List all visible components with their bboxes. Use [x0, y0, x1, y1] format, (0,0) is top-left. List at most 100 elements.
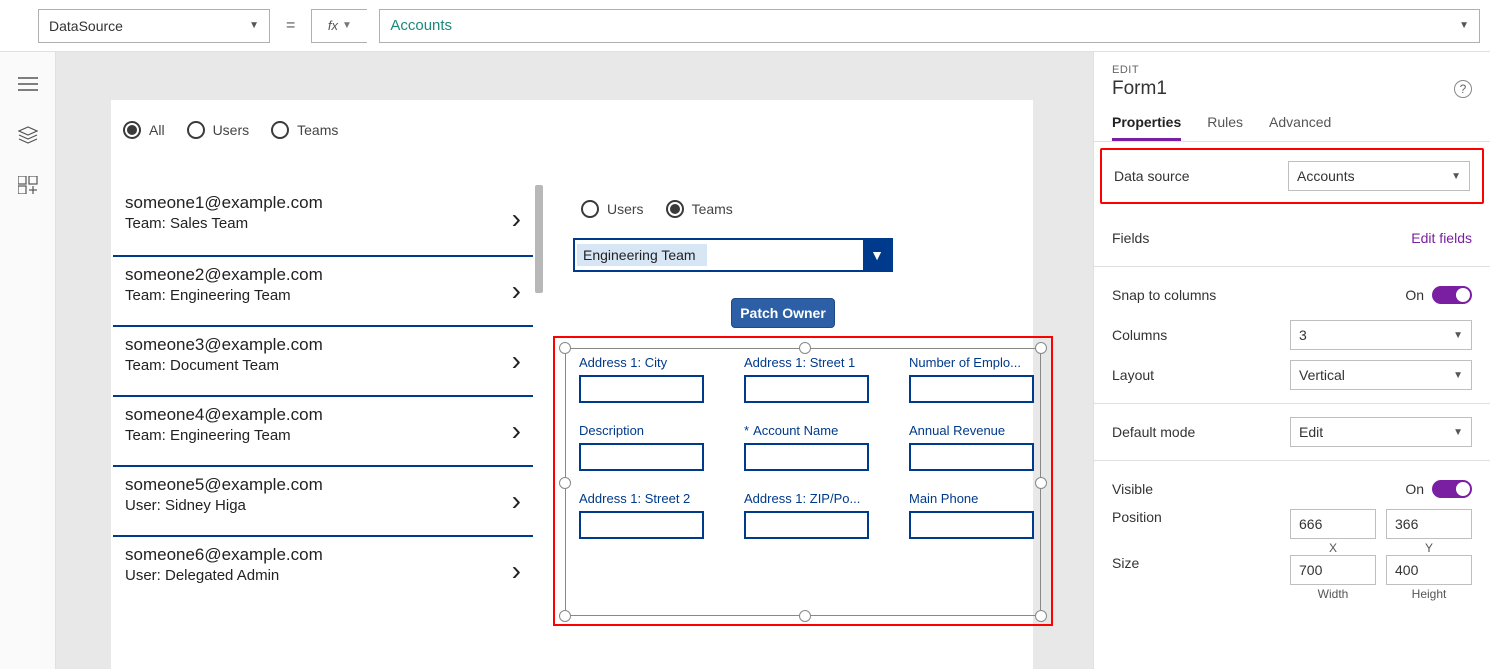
list-item-subtitle: Team: Document Team [125, 357, 323, 374]
field-input[interactable] [744, 443, 869, 471]
field-input[interactable] [744, 375, 869, 403]
form-field[interactable]: Main Phone [909, 491, 1034, 539]
columns-dropdown[interactable]: 3 ▼ [1290, 320, 1472, 350]
radio-all[interactable]: All [123, 121, 165, 139]
insert-icon[interactable] [18, 176, 38, 192]
radio-label: Teams [297, 122, 338, 138]
list-item-title: someone5@example.com [125, 475, 323, 495]
field-input[interactable] [909, 443, 1034, 471]
data-source-dropdown[interactable]: Accounts ▼ [1288, 161, 1470, 191]
layout-dropdown[interactable]: Vertical ▼ [1290, 360, 1472, 390]
field-input[interactable] [909, 511, 1034, 539]
size-width-input[interactable]: 700 [1290, 555, 1376, 585]
chevron-right-icon: › [512, 345, 521, 377]
resize-handle[interactable] [1035, 342, 1047, 354]
form-field[interactable]: *Account Name [744, 423, 869, 471]
list-item[interactable]: someone4@example.comTeam: Engineering Te… [113, 395, 533, 465]
fx-button[interactable]: fx ▼ [311, 9, 367, 43]
form-field[interactable]: Address 1: ZIP/Po... [744, 491, 869, 539]
size-height-input[interactable]: 400 [1386, 555, 1472, 585]
visible-toggle[interactable] [1432, 480, 1472, 498]
radio-icon [271, 121, 289, 139]
chevron-down-icon: ▼ [863, 240, 891, 270]
radio-label: All [149, 122, 165, 138]
default-mode-dropdown[interactable]: Edit ▼ [1290, 417, 1472, 447]
list-item[interactable]: someone5@example.comUser: Sidney Higa› [113, 465, 533, 535]
visible-label: Visible [1112, 481, 1153, 497]
position-y-input[interactable]: 366 [1386, 509, 1472, 539]
resize-handle[interactable] [559, 342, 571, 354]
sub-label: Y [1386, 541, 1472, 555]
field-label: Address 1: ZIP/Po... [744, 491, 869, 506]
chevron-down-icon: ▼ [1459, 20, 1469, 31]
chevron-right-icon: › [512, 275, 521, 307]
list-item[interactable]: someone1@example.comTeam: Sales Team› [113, 185, 533, 255]
tab-advanced[interactable]: Advanced [1269, 114, 1331, 141]
patch-owner-button[interactable]: Patch Owner [731, 298, 835, 328]
form-field[interactable]: Address 1: Street 1 [744, 355, 869, 403]
gallery: someone1@example.comTeam: Sales Team› so… [113, 185, 533, 605]
radio-users[interactable]: Users [581, 200, 644, 218]
field-input[interactable] [579, 511, 704, 539]
panel-title-row: Form1 ? [1112, 78, 1472, 100]
form-field[interactable]: Address 1: City [579, 355, 704, 403]
formula-input[interactable]: Accounts ▼ [379, 9, 1480, 43]
form-field[interactable]: Number of Emplo... [909, 355, 1034, 403]
list-item[interactable]: someone3@example.comTeam: Document Team› [113, 325, 533, 395]
radio-icon [187, 121, 205, 139]
field-input[interactable] [579, 443, 704, 471]
hamburger-icon[interactable] [18, 76, 38, 92]
field-input[interactable] [579, 375, 704, 403]
columns-value: 3 [1299, 327, 1307, 343]
field-input[interactable] [909, 375, 1034, 403]
chevron-down-icon: ▼ [1453, 427, 1463, 438]
list-item[interactable]: someone2@example.comTeam: Engineering Te… [113, 255, 533, 325]
resize-handle[interactable] [799, 610, 811, 622]
chevron-down-icon: ▼ [1453, 370, 1463, 381]
team-dropdown[interactable]: Engineering Team ▼ [573, 238, 893, 272]
layout-label: Layout [1112, 367, 1154, 383]
chevron-right-icon: › [512, 203, 521, 235]
field-input[interactable] [744, 511, 869, 539]
edit-fields-link[interactable]: Edit fields [1411, 230, 1472, 246]
resize-handle[interactable] [799, 342, 811, 354]
property-dropdown-value: DataSource [49, 18, 123, 34]
canvas[interactable]: All Users Teams someone1@example.comTeam… [56, 52, 1093, 669]
filter-row-form: Users Teams [581, 200, 733, 218]
resize-handle[interactable] [559, 477, 571, 489]
list-item-title: someone1@example.com [125, 193, 323, 213]
input-value: 366 [1395, 516, 1418, 532]
left-toolbar [0, 52, 56, 669]
form-field[interactable]: Description [579, 423, 704, 471]
default-mode-value: Edit [1299, 424, 1323, 440]
radio-users[interactable]: Users [187, 121, 250, 139]
field-label: Address 1: City [579, 355, 704, 370]
list-item-subtitle: User: Sidney Higa [125, 497, 323, 514]
radio-teams[interactable]: Teams [666, 200, 733, 218]
tab-label: Rules [1207, 114, 1243, 130]
on-label: On [1405, 287, 1424, 303]
layers-icon[interactable] [18, 126, 38, 142]
list-item[interactable]: someone6@example.comUser: Delegated Admi… [113, 535, 533, 605]
position-x-input[interactable]: 666 [1290, 509, 1376, 539]
form-field[interactable]: Address 1: Street 2 [579, 491, 704, 539]
position-label: Position [1112, 509, 1162, 525]
tab-rules[interactable]: Rules [1207, 114, 1243, 141]
scrollbar-thumb[interactable] [535, 185, 543, 293]
property-dropdown[interactable]: DataSource ▼ [38, 9, 270, 43]
radio-teams[interactable]: Teams [271, 121, 338, 139]
chevron-down-icon: ▼ [1453, 330, 1463, 341]
form-field[interactable]: Annual Revenue [909, 423, 1034, 471]
tab-properties[interactable]: Properties [1112, 114, 1181, 141]
fx-icon: fx [328, 18, 338, 33]
snap-toggle[interactable] [1432, 286, 1472, 304]
resize-handle[interactable] [559, 610, 571, 622]
field-label: Annual Revenue [909, 423, 1034, 438]
sub-label: X [1290, 541, 1376, 555]
screen: All Users Teams someone1@example.comTeam… [111, 100, 1033, 669]
help-icon[interactable]: ? [1454, 80, 1472, 98]
resize-handle[interactable] [1035, 477, 1047, 489]
radio-icon [123, 121, 141, 139]
panel-tabs: Properties Rules Advanced [1094, 114, 1490, 142]
resize-handle[interactable] [1035, 610, 1047, 622]
